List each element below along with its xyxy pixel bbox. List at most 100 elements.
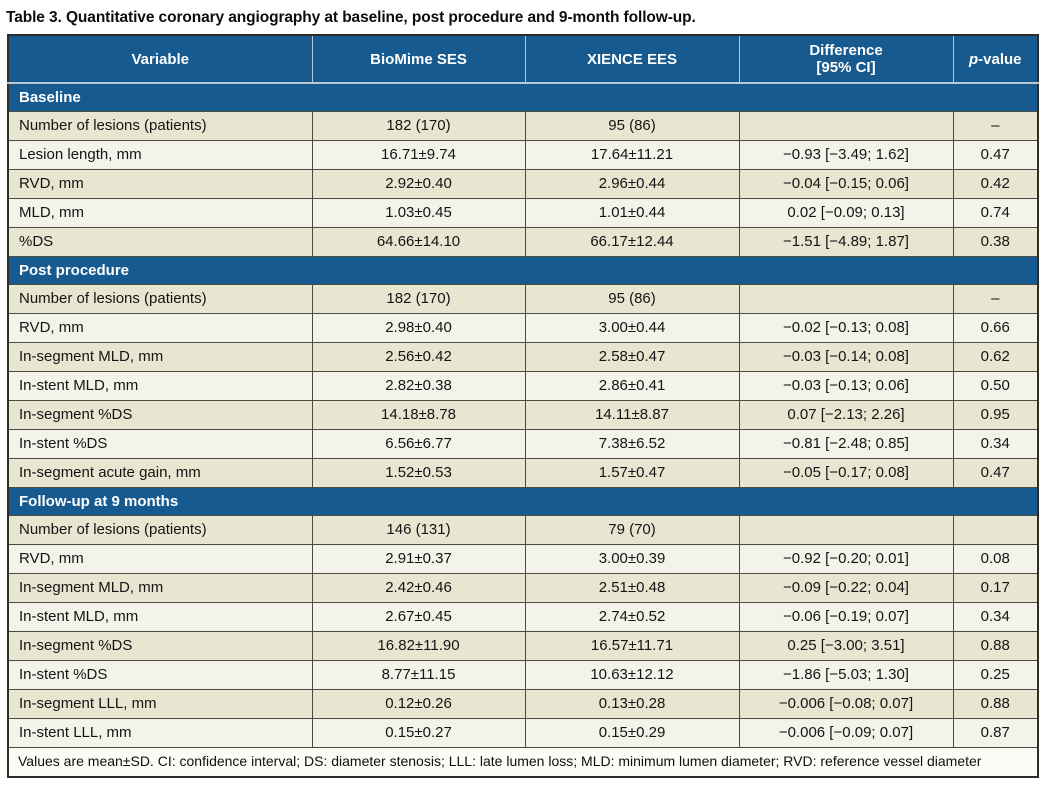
- cell-difference: −0.03 [−0.13; 0.06]: [738, 370, 954, 401]
- cell-difference: 0.02 [−0.09; 0.13]: [738, 197, 954, 228]
- cell-biomime: 16.82±11.90: [311, 630, 526, 661]
- difference-header-line2: [95% CI]: [816, 59, 876, 76]
- cell-difference: 0.07 [−2.13; 2.26]: [738, 399, 954, 430]
- cell-biomime: 2.92±0.40: [311, 168, 526, 199]
- table-row: Number of lesions (patients) 182 (170) 95 …: [7, 110, 1039, 141]
- cell-difference: −0.03 [−0.14; 0.08]: [738, 341, 954, 372]
- cell-xience: 0.13±0.28: [524, 688, 740, 719]
- table-row: In-segment LLL, mm 0.12±0.26 0.13±0.28 −0.0…: [7, 688, 1039, 719]
- cell-variable: In-segment MLD, mm: [7, 572, 313, 603]
- cell-variable: In-segment MLD, mm: [7, 341, 313, 372]
- cell-variable: In-segment LLL, mm: [7, 688, 313, 719]
- cell-difference: [738, 514, 954, 545]
- section-header-follow-up-at-9-months: Follow-up at 9 months: [8, 486, 1038, 516]
- cell-pvalue: 0.87: [952, 717, 1039, 748]
- cell-variable: In-stent MLD, mm: [7, 601, 313, 632]
- section-header-baseline: Baseline: [8, 82, 1038, 112]
- cell-pvalue: 0.47: [952, 139, 1039, 170]
- cell-xience: 1.57±0.47: [524, 457, 740, 488]
- table-row: Lesion length, mm 16.71±9.74 17.64±11.21 −0…: [7, 139, 1039, 170]
- cell-xience: 2.96±0.44: [524, 168, 740, 199]
- cell-biomime: 6.56±6.77: [311, 428, 526, 459]
- cell-biomime: 1.52±0.53: [311, 457, 526, 488]
- cell-variable: In-stent %DS: [7, 659, 313, 690]
- footnote-row: Values are mean±SD. CI: confidence inter…: [7, 746, 1039, 778]
- cell-pvalue: [952, 514, 1039, 545]
- cell-biomime: 1.03±0.45: [311, 197, 526, 228]
- section-row-baseline: Baseline: [8, 82, 1038, 112]
- cell-xience: 66.17±12.44: [524, 226, 740, 257]
- cell-xience: 16.57±11.71: [524, 630, 740, 661]
- table-row: In-segment MLD, mm 2.42±0.46 2.51±0.48 −0.0…: [7, 572, 1039, 603]
- cell-difference: −1.86 [−5.03; 1.30]: [738, 659, 954, 690]
- cell-pvalue: 0.42: [952, 168, 1039, 199]
- cell-difference: [738, 110, 954, 141]
- table-row: RVD, mm 2.92±0.40 2.96±0.44 −0.04 [−0.15; 0…: [7, 168, 1039, 199]
- cell-difference: −0.006 [−0.08; 0.07]: [738, 688, 954, 719]
- cell-difference: −0.93 [−3.49; 1.62]: [738, 139, 954, 170]
- table-row: In-stent MLD, mm 2.82±0.38 2.86±0.41 −0.03 …: [7, 370, 1039, 401]
- cell-biomime: 2.42±0.46: [311, 572, 526, 603]
- cell-xience: 2.74±0.52: [524, 601, 740, 632]
- column-header-xience-ees: XIENCE EES: [524, 35, 739, 84]
- cell-difference: −0.05 [−0.17; 0.08]: [738, 457, 954, 488]
- cell-variable: In-segment %DS: [7, 399, 313, 430]
- cell-biomime: 2.56±0.42: [311, 341, 526, 372]
- cell-difference: −0.02 [−0.13; 0.08]: [738, 312, 954, 343]
- cell-pvalue: 0.50: [952, 370, 1039, 401]
- cell-xience: 3.00±0.39: [524, 543, 740, 574]
- cell-pvalue: 0.08: [952, 543, 1039, 574]
- cell-pvalue: 0.47: [952, 457, 1039, 488]
- cell-pvalue: 0.88: [952, 630, 1039, 661]
- cell-biomime: 8.77±11.15: [311, 659, 526, 690]
- cell-difference: −0.006 [−0.09; 0.07]: [738, 717, 954, 748]
- cell-variable: Number of lesions (patients): [7, 283, 313, 314]
- cell-biomime: 14.18±8.78: [311, 399, 526, 430]
- cell-pvalue: –: [952, 110, 1039, 141]
- cell-pvalue: 0.38: [952, 226, 1039, 257]
- cell-difference: −1.51 [−4.89; 1.87]: [738, 226, 954, 257]
- cell-pvalue: 0.34: [952, 601, 1039, 632]
- cell-pvalue: 0.34: [952, 428, 1039, 459]
- cell-xience: 14.11±8.87: [524, 399, 740, 430]
- cell-biomime: 146 (131): [311, 514, 526, 545]
- cell-variable: In-segment acute gain, mm: [7, 457, 313, 488]
- cell-biomime: 0.15±0.27: [311, 717, 526, 748]
- column-header-pvalue: p-value: [952, 35, 1038, 84]
- table-row: Number of lesions (patients) 182 (170) 95 …: [7, 283, 1039, 314]
- cell-pvalue: 0.66: [952, 312, 1039, 343]
- cell-xience: 2.86±0.41: [524, 370, 740, 401]
- cell-xience: 0.15±0.29: [524, 717, 740, 748]
- page: Table 3. Quantitative coronary angiograp…: [6, 9, 1039, 778]
- section-row-post-procedure: Post procedure: [8, 255, 1038, 285]
- cell-variable: Number of lesions (patients): [7, 514, 313, 545]
- cell-xience: 95 (86): [524, 110, 740, 141]
- cell-variable: RVD, mm: [7, 168, 313, 199]
- section-header-post-procedure: Post procedure: [8, 255, 1038, 285]
- cell-difference: −0.04 [−0.15; 0.06]: [738, 168, 954, 199]
- cell-pvalue: 0.88: [952, 688, 1039, 719]
- cell-biomime: 2.98±0.40: [311, 312, 526, 343]
- column-header-difference: Difference [95% CI]: [738, 35, 953, 84]
- cell-pvalue: –: [952, 283, 1039, 314]
- cell-pvalue: 0.25: [952, 659, 1039, 690]
- cell-xience: 2.58±0.47: [524, 341, 740, 372]
- cell-biomime: 2.82±0.38: [311, 370, 526, 401]
- table-row: %DS 64.66±14.10 66.17±12.44 −1.51 [−4.89; 1…: [7, 226, 1039, 257]
- cell-variable: RVD, mm: [7, 312, 313, 343]
- difference-header-line1: Difference: [809, 42, 883, 59]
- cell-variable: Lesion length, mm: [7, 139, 313, 170]
- table-row: In-segment MLD, mm 2.56±0.42 2.58±0.47 −0.0…: [7, 341, 1039, 372]
- cell-variable: RVD, mm: [7, 543, 313, 574]
- cell-variable: In-stent MLD, mm: [7, 370, 313, 401]
- cell-difference: 0.25 [−3.00; 3.51]: [738, 630, 954, 661]
- table-title: Table 3. Quantitative coronary angiograp…: [6, 9, 696, 26]
- table-body: Baseline Number of lesions (patients) 182 …: [7, 82, 1039, 748]
- table-row: In-segment %DS 14.18±8.78 14.11±8.87 0.07 […: [7, 399, 1039, 430]
- cell-difference: −0.81 [−2.48; 0.85]: [738, 428, 954, 459]
- cell-biomime: 182 (170): [311, 110, 526, 141]
- table-row: In-stent %DS 8.77±11.15 10.63±12.12 −1.86 […: [7, 659, 1039, 690]
- cell-variable: In-segment %DS: [7, 630, 313, 661]
- table-row: In-stent LLL, mm 0.15±0.27 0.15±0.29 −0.006…: [7, 717, 1039, 748]
- table-footnote: Values are mean±SD. CI: confidence inter…: [7, 746, 1039, 778]
